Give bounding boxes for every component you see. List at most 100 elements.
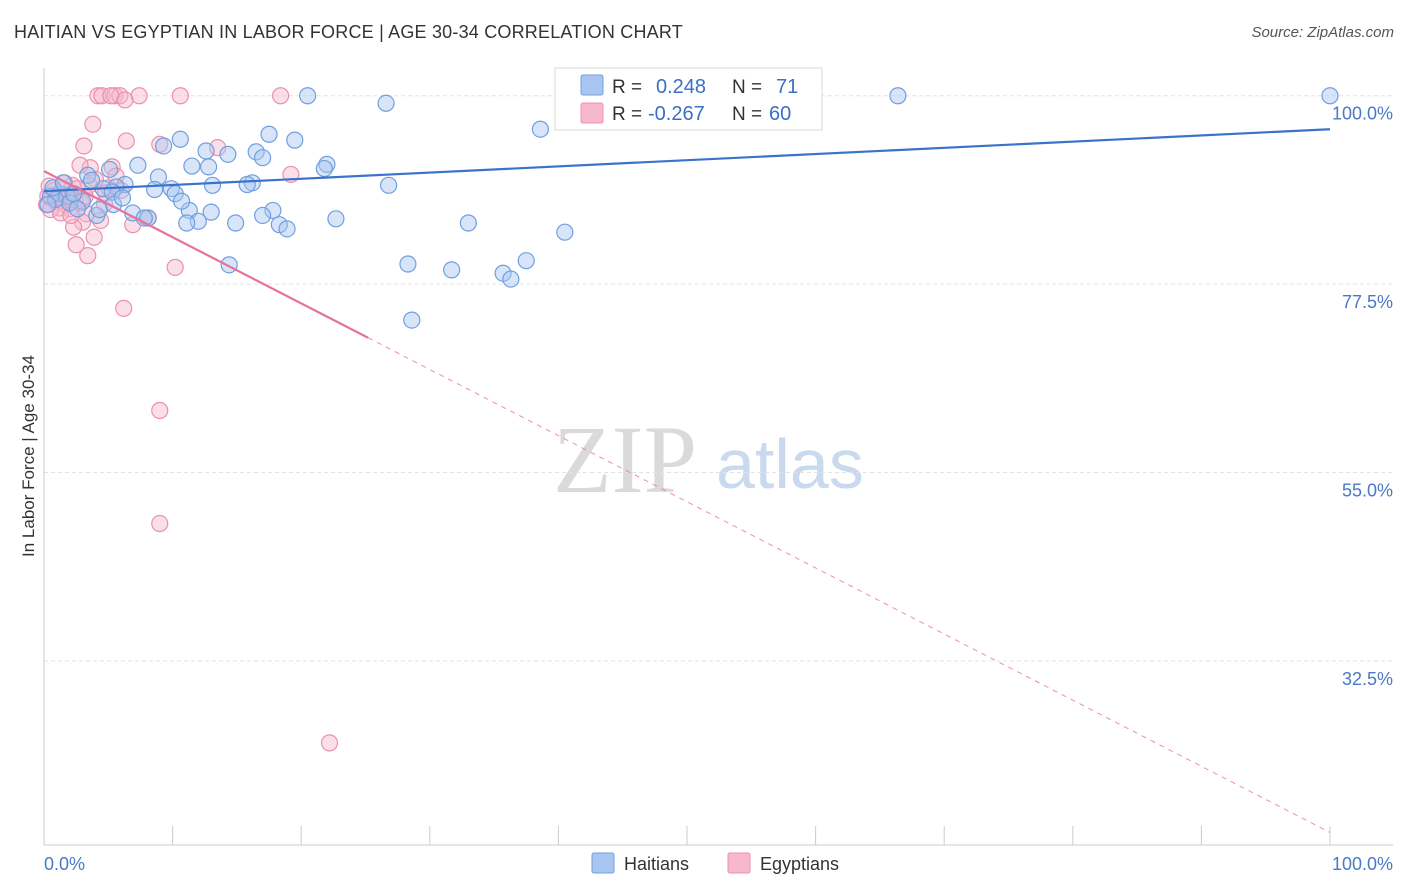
haitians-point-5 bbox=[260, 125, 278, 143]
egyptians-n-value: 60 bbox=[769, 103, 791, 125]
haitians-point-62 bbox=[154, 137, 173, 155]
egyptians-point-47 bbox=[151, 514, 169, 533]
source-credit: Source: ZipAtlas.com bbox=[1251, 24, 1394, 41]
egyptians-point-6 bbox=[272, 87, 290, 105]
haitians-point-63 bbox=[100, 160, 119, 179]
egyptians-n-label: N = bbox=[732, 104, 762, 125]
haitians-point-4 bbox=[531, 120, 549, 138]
egyptians-r-label: R = bbox=[612, 104, 642, 125]
y-tick-label-3: 32.5% bbox=[1342, 669, 1393, 689]
egyptians-point-8 bbox=[116, 91, 134, 109]
haitians-point-15 bbox=[315, 159, 333, 178]
x-tick-labels: 0.0% 100.0% bbox=[44, 854, 1393, 874]
legend-egyptians-label[interactable]: Egyptians bbox=[760, 854, 839, 874]
haitians-point-49 bbox=[327, 210, 345, 228]
egyptians-trend-line bbox=[43, 170, 369, 339]
egyptians-point-10 bbox=[117, 132, 135, 150]
egyptians-point-2 bbox=[106, 87, 124, 105]
x-tick-label-min: 0.0% bbox=[44, 854, 85, 874]
haitians-n-value: 71 bbox=[776, 76, 798, 98]
watermark-zip: ZIP bbox=[553, 406, 697, 513]
egyptians-point-12 bbox=[75, 137, 93, 155]
haitians-point-56 bbox=[517, 252, 535, 270]
haitians-point-2 bbox=[1321, 87, 1339, 105]
haitians-point-20 bbox=[380, 176, 398, 194]
y-tick-label-1: 77.5% bbox=[1342, 292, 1393, 312]
haitians-point-39 bbox=[202, 203, 220, 221]
trend-lines bbox=[43, 128, 1331, 833]
egyptians-point-4 bbox=[130, 87, 148, 105]
egyptians-points bbox=[37, 87, 339, 752]
haitians-point-3 bbox=[377, 94, 395, 112]
egyptians-point-46 bbox=[151, 401, 169, 420]
haitians-swatch bbox=[580, 74, 604, 96]
egyptians-point-1 bbox=[93, 87, 111, 105]
haitians-point-21 bbox=[203, 176, 222, 194]
haitians-point-54 bbox=[220, 256, 238, 274]
egyptians-trend-line-dashed bbox=[367, 337, 1331, 833]
haitians-point-70 bbox=[173, 192, 191, 210]
egyptians-point-44 bbox=[166, 258, 184, 276]
haitians-point-51 bbox=[178, 214, 196, 232]
haitians-point-45 bbox=[270, 216, 288, 234]
haitians-point-24 bbox=[145, 180, 164, 199]
egyptians-point-42 bbox=[67, 236, 85, 254]
egyptians-point-9 bbox=[84, 115, 102, 133]
y-axis-title: In Labor Force | Age 30-34 bbox=[19, 355, 38, 557]
stats-legend: R = 0.248 N = 71 R = -0.267 N = 60 bbox=[554, 67, 823, 131]
haitians-point-8 bbox=[247, 143, 265, 161]
legend-haitians-swatch[interactable] bbox=[591, 852, 615, 874]
haitians-point-0 bbox=[299, 87, 317, 105]
watermark-atlas: atlas bbox=[716, 425, 864, 503]
egyptians-point-41 bbox=[85, 228, 103, 246]
egyptians-point-49 bbox=[103, 158, 121, 176]
watermark: ZIP atlas bbox=[553, 406, 864, 513]
egyptians-point-48 bbox=[320, 734, 339, 752]
egyptians-point-7 bbox=[102, 87, 120, 105]
egyptians-point-56 bbox=[62, 206, 80, 225]
haitians-point-11 bbox=[129, 156, 147, 174]
egyptians-point-0 bbox=[89, 87, 107, 105]
egyptians-point-5 bbox=[171, 87, 189, 105]
haitians-point-6 bbox=[171, 130, 189, 148]
haitians-point-43 bbox=[254, 206, 272, 225]
egyptians-swatch bbox=[580, 102, 604, 124]
haitians-point-69 bbox=[90, 200, 108, 219]
egyptians-point-43 bbox=[79, 247, 97, 265]
haitians-point-61 bbox=[197, 142, 215, 160]
chart-title: HAITIAN VS EGYPTIAN IN LABOR FORCE | AGE… bbox=[14, 22, 683, 42]
haitians-point-52 bbox=[278, 220, 296, 238]
haitians-point-13 bbox=[200, 158, 218, 176]
y-tick-labels: 100.0% 77.5% 55.0% 32.5% bbox=[1332, 104, 1393, 689]
haitians-point-12 bbox=[183, 157, 201, 175]
haitians-point-38 bbox=[68, 200, 87, 218]
haitians-point-65 bbox=[113, 189, 132, 207]
haitians-point-19 bbox=[238, 175, 256, 194]
haitians-trend-line bbox=[43, 128, 1331, 193]
haitians-point-9 bbox=[219, 145, 237, 163]
haitians-point-10 bbox=[254, 149, 272, 167]
haitians-point-55 bbox=[399, 255, 417, 273]
series-legend: Haitians Egyptians bbox=[591, 852, 839, 874]
legend-egyptians-swatch[interactable] bbox=[727, 852, 751, 874]
haitians-point-50 bbox=[459, 214, 477, 232]
egyptians-r-value: -0.267 bbox=[648, 103, 705, 125]
haitians-point-64 bbox=[82, 171, 101, 189]
haitians-r-value: 0.248 bbox=[656, 76, 706, 98]
haitians-point-57 bbox=[443, 261, 461, 279]
haitians-point-1 bbox=[889, 87, 907, 105]
haitians-point-36 bbox=[39, 195, 57, 214]
haitians-point-37 bbox=[264, 201, 282, 220]
haitians-r-label: R = bbox=[612, 77, 642, 98]
haitians-n-label: N = bbox=[732, 77, 762, 98]
haitians-points bbox=[39, 87, 1339, 329]
y-tick-label-2: 55.0% bbox=[1342, 480, 1393, 500]
haitians-point-7 bbox=[286, 131, 304, 149]
egyptians-point-35 bbox=[41, 200, 60, 219]
haitians-point-53 bbox=[556, 223, 574, 241]
y-tick-label-0: 100.0% bbox=[1332, 104, 1393, 124]
legend-haitians-label[interactable]: Haitians bbox=[624, 854, 689, 874]
x-tick-label-max: 100.0% bbox=[1332, 854, 1393, 874]
haitians-point-59 bbox=[502, 270, 520, 288]
